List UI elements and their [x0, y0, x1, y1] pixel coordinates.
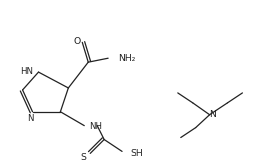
Text: HN: HN [21, 67, 33, 76]
Text: O: O [74, 37, 81, 46]
Text: S: S [80, 153, 86, 162]
Text: SH: SH [130, 149, 143, 158]
Text: N: N [27, 114, 34, 123]
Text: NH: NH [89, 122, 102, 131]
Text: NH₂: NH₂ [118, 54, 136, 63]
Text: N: N [209, 110, 216, 119]
